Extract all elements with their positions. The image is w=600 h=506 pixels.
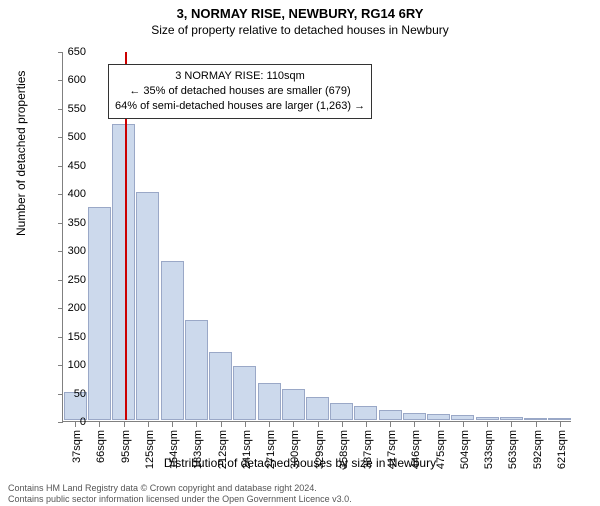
annotation-line-1: 3 NORMAY RISE: 110sqm bbox=[115, 69, 365, 84]
histogram-bar bbox=[451, 415, 474, 420]
histogram-bar bbox=[209, 352, 232, 420]
ytick-label: 650 bbox=[46, 46, 86, 58]
ytick-label: 50 bbox=[46, 388, 86, 400]
histogram-bar bbox=[185, 320, 208, 420]
footer-line-2: Contains public sector information licen… bbox=[8, 494, 352, 504]
ytick-label: 150 bbox=[46, 331, 86, 343]
annotation-box: 3 NORMAY RISE: 110sqm← 35% of detached h… bbox=[108, 64, 372, 119]
ytick-label: 400 bbox=[46, 188, 86, 200]
xtick-mark bbox=[414, 422, 415, 427]
xtick-mark bbox=[390, 422, 391, 427]
xtick-mark bbox=[148, 422, 149, 427]
xtick-mark bbox=[511, 422, 512, 427]
footer-line-1: Contains HM Land Registry data © Crown c… bbox=[8, 483, 352, 493]
xtick-mark bbox=[245, 422, 246, 427]
ytick-label: 500 bbox=[46, 131, 86, 143]
xtick-mark bbox=[124, 422, 125, 427]
footer-attribution: Contains HM Land Registry data © Crown c… bbox=[8, 483, 352, 504]
histogram-bar bbox=[427, 414, 450, 420]
xtick-mark bbox=[99, 422, 100, 427]
title-sub: Size of property relative to detached ho… bbox=[0, 23, 600, 37]
xtick-mark bbox=[221, 422, 222, 427]
histogram-bar bbox=[88, 207, 111, 420]
histogram-bar bbox=[330, 403, 353, 420]
ytick-label: 200 bbox=[46, 302, 86, 314]
ytick-label: 0 bbox=[46, 416, 86, 428]
histogram-bar bbox=[233, 366, 256, 420]
ytick-label: 100 bbox=[46, 359, 86, 371]
ytick-label: 600 bbox=[46, 74, 86, 86]
ytick-label: 250 bbox=[46, 274, 86, 286]
histogram-bar bbox=[403, 413, 426, 420]
xtick-mark bbox=[439, 422, 440, 427]
xtick-mark bbox=[536, 422, 537, 427]
x-axis-label: Distribution of detached houses by size … bbox=[0, 456, 600, 470]
xtick-mark bbox=[342, 422, 343, 427]
plot-area: 37sqm66sqm95sqm125sqm154sqm183sqm212sqm2… bbox=[62, 52, 571, 422]
xtick-mark bbox=[196, 422, 197, 427]
title-main: 3, NORMAY RISE, NEWBURY, RG14 6RY bbox=[0, 6, 600, 21]
xtick-mark bbox=[172, 422, 173, 427]
histogram-bar bbox=[476, 417, 499, 420]
histogram-bar bbox=[524, 418, 547, 420]
histogram-bar bbox=[112, 124, 135, 420]
histogram-bar bbox=[500, 417, 523, 420]
histogram-bar bbox=[282, 389, 305, 420]
ytick-label: 350 bbox=[46, 217, 86, 229]
xtick-mark bbox=[366, 422, 367, 427]
histogram-bar bbox=[161, 261, 184, 420]
ytick-label: 450 bbox=[46, 160, 86, 172]
ytick-label: 550 bbox=[46, 103, 86, 115]
y-axis-label: Number of detached properties bbox=[14, 71, 28, 236]
xtick-mark bbox=[318, 422, 319, 427]
annotation-line-2: ← 35% of detached houses are smaller (67… bbox=[115, 84, 365, 99]
ytick-label: 300 bbox=[46, 245, 86, 257]
xtick-mark bbox=[560, 422, 561, 427]
histogram-bar bbox=[136, 192, 159, 420]
histogram-bar bbox=[354, 406, 377, 420]
xtick-mark bbox=[463, 422, 464, 427]
xtick-mark bbox=[269, 422, 270, 427]
xtick-mark bbox=[293, 422, 294, 427]
histogram-bar bbox=[306, 397, 329, 420]
histogram-bar bbox=[258, 383, 281, 420]
histogram-bar bbox=[548, 418, 571, 420]
annotation-line-3: 64% of semi-detached houses are larger (… bbox=[115, 99, 365, 114]
xtick-mark bbox=[487, 422, 488, 427]
histogram-bar bbox=[379, 410, 402, 420]
